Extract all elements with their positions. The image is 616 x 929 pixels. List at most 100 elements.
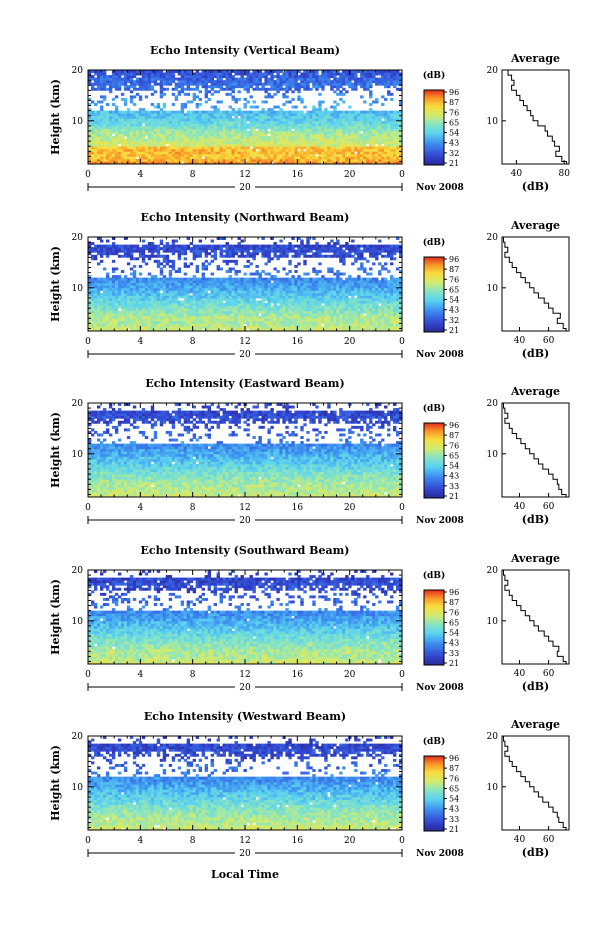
x-tick-label: 16 [292,503,304,513]
colorbar-tick-label: 54 [449,296,459,305]
colorbar-tick-label: 32 [449,149,459,158]
profile-x-tick-label: 80 [558,169,570,179]
profile-x-label: (dB) [522,513,549,526]
colorbar-tick-label: 43 [449,472,459,481]
colorbar-frame [423,256,445,333]
panel-0: Echo Intensity (Vertical Beam) 0 4 8 12 16 20 0… [49,44,570,193]
colorbar-tick-label: 43 [449,805,459,814]
x-tick-label: 0 [85,337,91,347]
colorbar-tick-label: 96 [449,588,459,597]
panel-title: Echo Intensity (Southward Beam) [141,544,350,557]
y-axis-label: Height (km) [49,412,62,488]
profile-x-tick-label: 40 [514,669,526,679]
date-label-bg [235,514,255,524]
profile-x-label: (dB) [522,846,549,859]
average-profile: Average 40 60 20 10 (dB) [487,219,570,360]
date-label-bg [235,681,255,691]
profile-y-tick-label: 20 [487,732,499,742]
colorbar-tick-label: 76 [449,108,459,117]
profile-x-label: (dB) [522,347,549,360]
profile-x-tick-label: 60 [543,502,555,512]
y-tick-label: 20 [72,566,84,576]
heatmap [88,736,403,831]
colorbar-tick-label: 21 [449,326,459,335]
colorbar-tick-label: 21 [449,825,459,834]
profile-line [503,236,567,331]
colorbar-tick-label: 96 [449,88,459,97]
x-tick-label: 8 [190,670,196,680]
day-label: 20 [239,516,251,526]
colorbar-tick-label: 65 [449,784,459,793]
x-tick-label: 16 [292,836,304,846]
average-profile: Average 40 80 20 10 (dB) [487,52,571,193]
profile-x-label: (dB) [522,680,549,693]
colorbar-tick-label: 21 [449,159,459,168]
y-axis-label: Height (km) [49,79,62,155]
panel-2: Echo Intensity (Eastward Beam) 0 4 8 12 16 20 0… [49,377,570,526]
colorbar-tick-label: 43 [449,139,459,148]
profile-y-tick-label: 20 [487,233,499,243]
profile-title: Average [510,385,560,398]
profile-frame [501,569,570,665]
day-label: 20 [239,350,251,360]
colorbar-tick-label: 76 [449,441,459,450]
average-profile: Average 40 60 20 10 (dB) [487,718,570,859]
panel-title: Echo Intensity (Northward Beam) [141,211,350,224]
x-tick-label: 12 [239,836,250,846]
x-tick-label: 0 [85,836,91,846]
x-tick-label: 0 [85,170,91,180]
date-label-bg [235,847,255,857]
profile-y-tick-label: 10 [487,450,499,460]
date-label-bg [235,181,255,191]
y-tick-label: 10 [72,284,84,294]
profile-line [505,69,568,164]
x-tick-label: 20 [344,836,356,846]
profile-line [503,402,567,497]
profile-x-tick-label: 40 [514,502,526,512]
colorbar-tick-label: 43 [449,639,459,648]
month-label: Nov 2008 [416,350,464,360]
profile-x-label: (dB) [522,180,549,193]
x-tick-label: 20 [344,170,356,180]
profile-x-tick-label: 40 [514,835,526,845]
panel-4: Echo Intensity (Westward Beam) 0 4 8 12 16 20 0… [49,710,570,859]
panel-title: Echo Intensity (Eastward Beam) [145,377,344,390]
colorbar-frame [423,755,445,832]
day-label: 20 [239,683,251,693]
x-tick-label: 16 [292,337,304,347]
colorbar-tick-label: 76 [449,275,459,284]
x-tick-label: 20 [344,337,356,347]
month-label: Nov 2008 [416,183,464,193]
average-profile: Average 40 60 20 10 (dB) [487,552,570,693]
x-axis-label: Local Time [211,868,279,881]
colorbar-tick-label: 87 [449,98,459,107]
colorbar-unit: (dB) [423,237,445,248]
profile-y-tick-label: 20 [487,399,499,409]
x-tick-label: 0 [85,503,91,513]
y-tick-label: 20 [72,66,84,76]
profile-frame [501,735,570,831]
panel-3: Echo Intensity (Southward Beam) 0 4 8 12 16 20… [49,544,570,693]
profile-line [503,569,567,664]
profile-title: Average [510,219,560,232]
profile-x-tick-label: 40 [514,336,526,346]
colorbar-tick-label: 21 [449,492,459,501]
profile-line [503,735,567,830]
month-label: Nov 2008 [416,516,464,526]
colorbar-tick-label: 54 [449,795,459,804]
profile-frame [501,236,570,332]
profile-y-tick-label: 10 [487,617,499,627]
colorbar-frame [423,589,445,666]
x-tick-label: 0 [399,503,405,513]
colorbar-tick-label: 87 [449,764,459,773]
profile-frame [501,402,570,498]
day-label: 20 [239,849,251,859]
x-tick-label: 12 [239,670,250,680]
colorbar-tick-label: 87 [449,431,459,440]
colorbar-tick-label: 96 [449,421,459,430]
x-tick-label: 0 [399,836,405,846]
